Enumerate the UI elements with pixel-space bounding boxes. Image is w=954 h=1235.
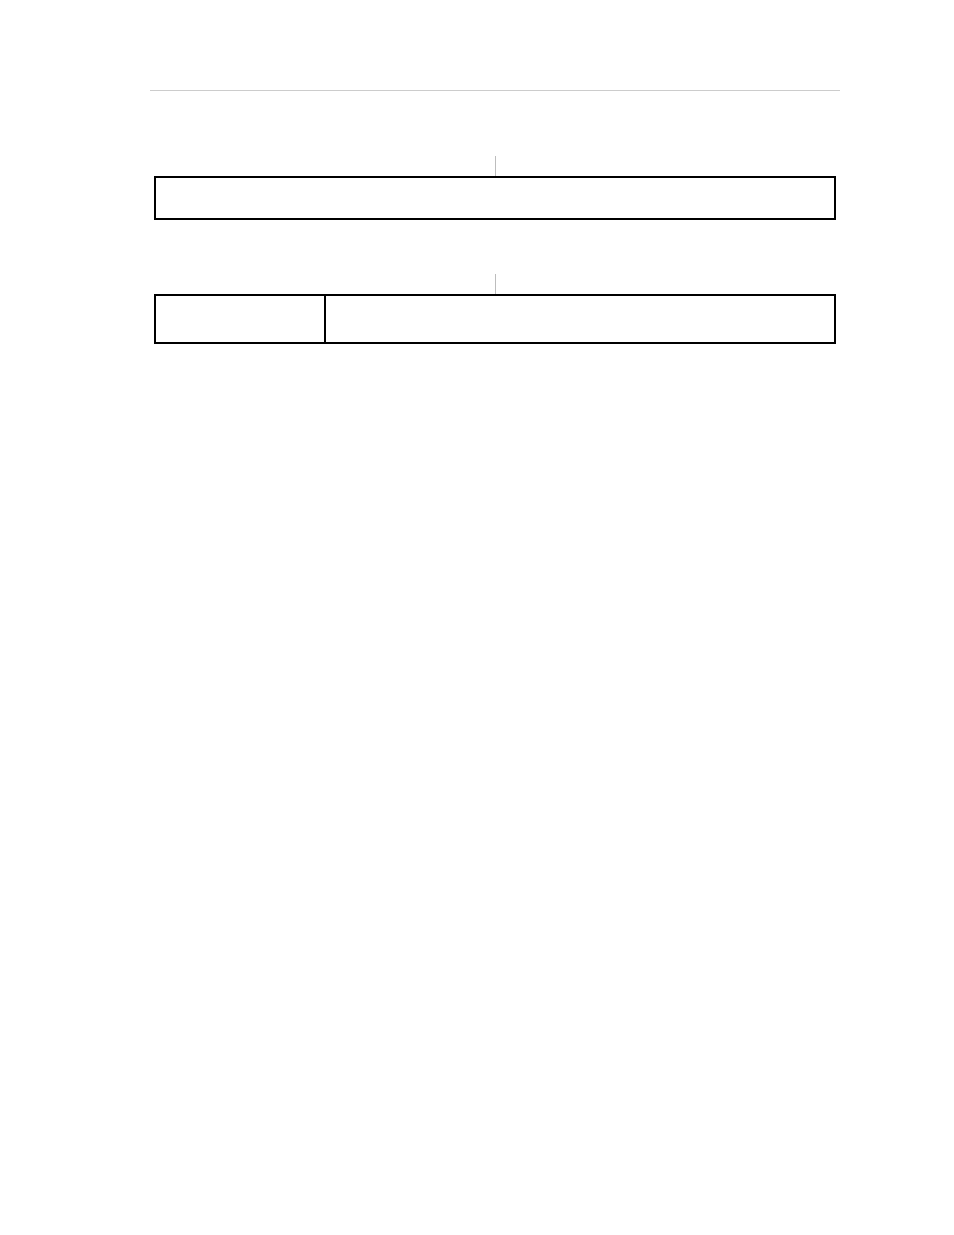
box-2-column-divider [324,296,326,342]
diagram-box-2 [154,294,836,344]
diagram-box-1 [154,176,836,220]
connector-line-1 [495,156,496,178]
top-horizontal-rule [150,90,840,91]
connector-line-2 [495,274,496,296]
